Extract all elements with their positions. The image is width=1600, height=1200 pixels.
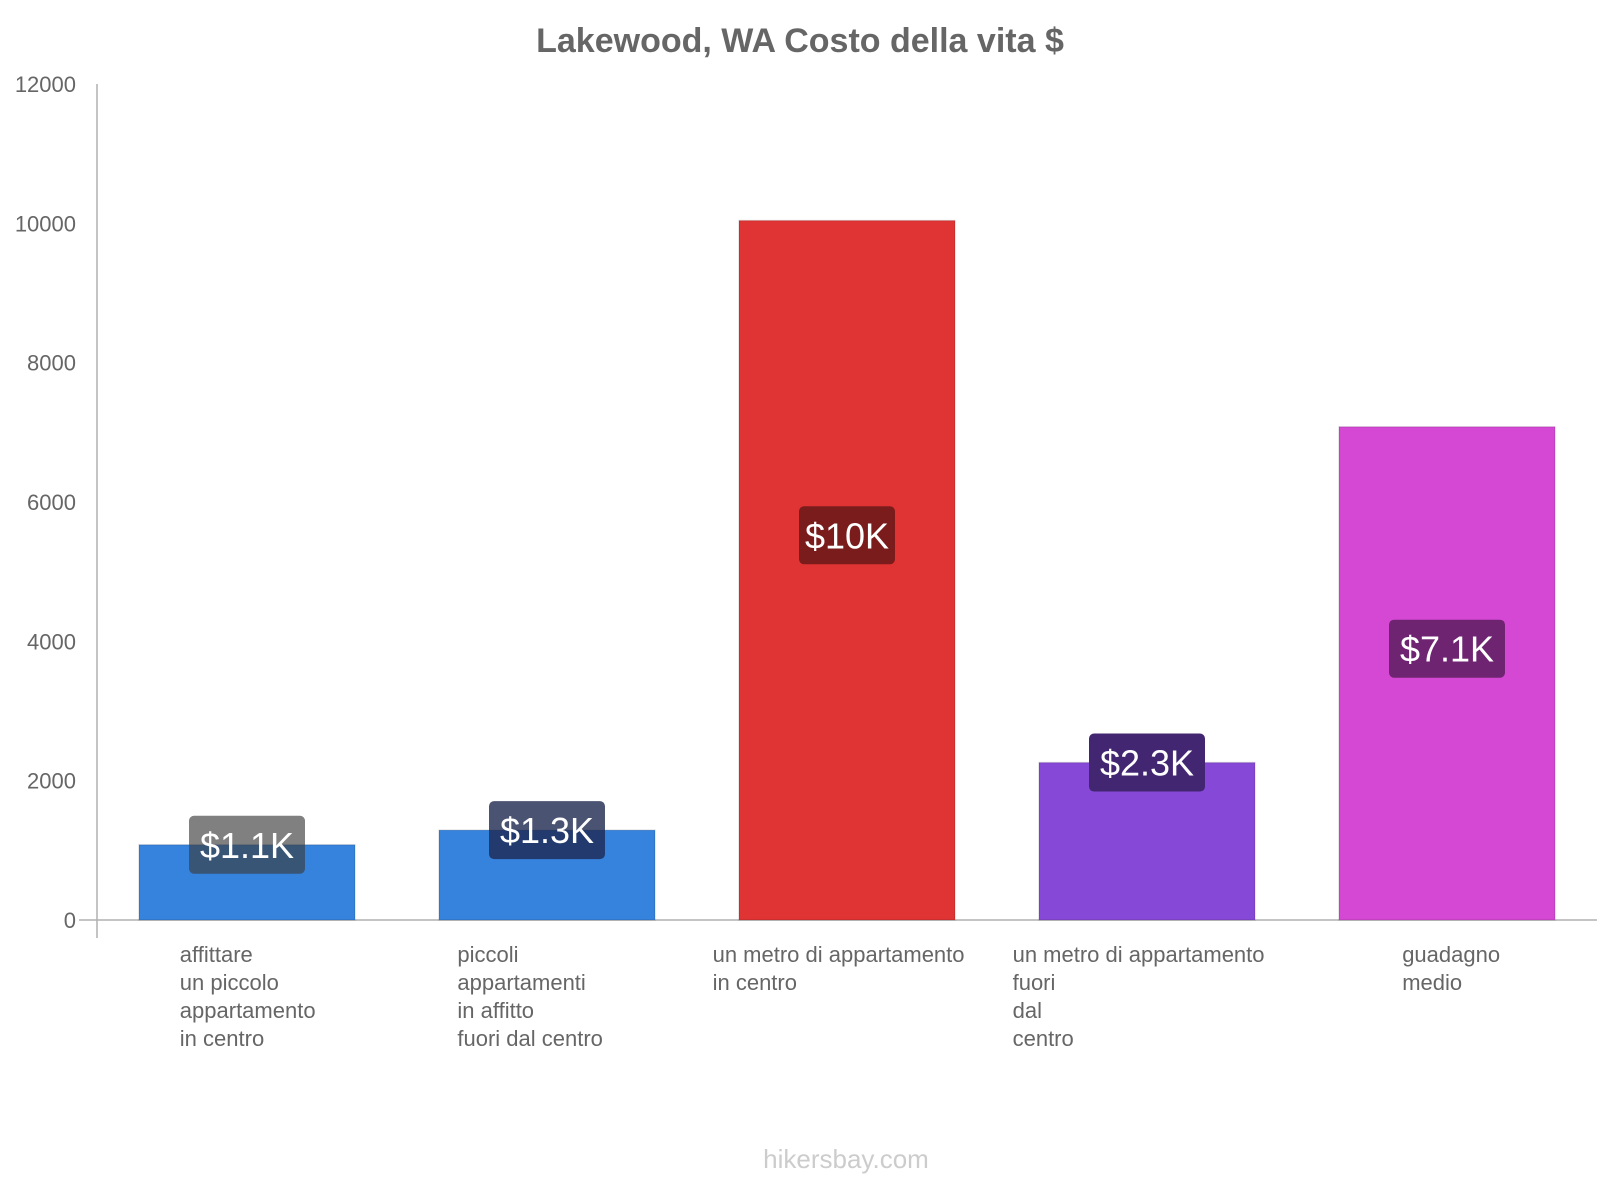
value-label: $2.3K [1100,743,1194,784]
value-label: $10K [805,515,889,556]
y-tick-label: 0 [64,908,76,933]
value-label-background [799,506,895,565]
x-tick-label: un metro di appartamento [713,942,965,967]
credit-text: hikersbay.com [763,1144,929,1174]
x-tick-label: un metro di appartamento [1013,942,1265,967]
y-tick-label: 4000 [27,629,76,654]
x-tick-label: un piccolo [180,970,279,995]
chart-title: Lakewood, WA Costo della vita $ [536,22,1064,60]
x-tick-label: medio [1402,970,1462,995]
value-label: $7.1K [1400,629,1494,670]
x-tick-label: piccoli [457,942,518,967]
x-tick-label: guadagno [1402,942,1500,967]
x-tick-label: fuori [1013,970,1056,995]
x-tick-label: affittare [180,942,253,967]
value-label: $1.1K [200,825,294,866]
x-tick-label: in centro [180,1026,264,1051]
value-label-background [1389,619,1505,678]
y-tick-label: 2000 [27,769,76,794]
value-label-background [189,815,305,874]
x-tick-label: in centro [713,970,797,995]
x-axis-labels: affittare un piccolo appartamento in centro… [180,942,1500,1051]
x-tick-label: in affitto [457,998,534,1023]
value-label: $1.3K [500,810,594,851]
bars: $1.1K $1.3K $10K $2.3K $7.1K [138,219,1556,921]
x-tick-label: appartamento [180,998,316,1023]
x-tick-label: appartamenti [457,970,585,995]
y-tick-label: 6000 [27,490,76,515]
x-tick-label: dal [1013,998,1042,1023]
value-label-background [1089,733,1205,792]
value-label-background [489,801,605,860]
y-tick-label: 12000 [15,72,76,97]
y-tick-label: 8000 [27,351,76,376]
bar [738,219,956,921]
y-tick-label: 10000 [15,211,76,236]
x-tick-label: centro [1013,1026,1074,1051]
x-tick-label: fuori dal centro [457,1026,603,1051]
